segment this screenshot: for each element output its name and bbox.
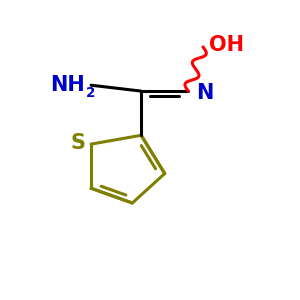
Text: N: N <box>196 82 213 103</box>
Text: S: S <box>70 133 85 153</box>
Text: 2: 2 <box>85 85 95 100</box>
Text: OH: OH <box>209 35 244 56</box>
Text: NH: NH <box>50 75 85 95</box>
